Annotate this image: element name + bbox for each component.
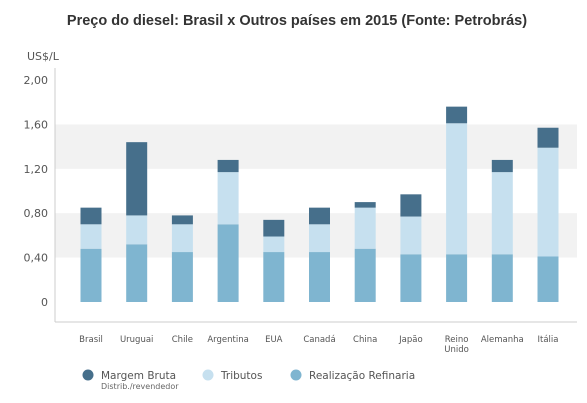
legend-swatch (202, 369, 214, 381)
bar-segment (446, 106, 468, 124)
y-tick-label: 1,60 (24, 118, 49, 131)
bar-segment (446, 254, 468, 302)
y-tick-label: 0,40 (24, 252, 49, 265)
bar-segment (400, 194, 422, 217)
bar-segment (171, 215, 193, 225)
x-axis-ticks: Brasil Uruguai Chile Argentina EUA Canadá Chin… (79, 335, 558, 355)
bar-segment (126, 215, 148, 245)
chart-title: Preço do diesel: Brasil x Outros países … (67, 13, 527, 29)
y-axis-ticks: 2,00 1,60 1,20 0,80 0,40 0 (24, 74, 49, 309)
x-tick-label: Brasil (79, 335, 103, 345)
bar-segment (354, 207, 376, 249)
bar-segment (263, 219, 285, 237)
bar-segment (354, 248, 376, 302)
y-tick-label: 2,00 (24, 74, 49, 87)
legend-label: Tributos (220, 370, 262, 382)
bar-segment (491, 159, 513, 173)
x-tick-label: Reino Unido (444, 335, 469, 355)
bar-segment (537, 256, 559, 302)
x-tick-label: Uruguai (120, 335, 153, 345)
bar-segment (309, 224, 330, 253)
y-tick-label: 0 (41, 296, 48, 309)
bar-segment (309, 207, 330, 225)
bar-segment (80, 248, 102, 302)
bar-segment (217, 224, 239, 302)
bar-segment (126, 142, 148, 216)
x-tick-label: Itália (538, 335, 559, 345)
x-tick-label: Japão (398, 335, 423, 345)
bar-segment (217, 159, 239, 173)
y-axis-unit-label: US$/L (27, 50, 60, 63)
legend-sublabel: Distrib./revendedor (101, 382, 179, 391)
x-tick-label: Argentina (207, 335, 248, 345)
bar-segment (491, 254, 513, 302)
x-tick-label: EUA (265, 335, 283, 345)
legend-label: Margem Bruta (101, 370, 176, 382)
bar-segment (400, 254, 422, 302)
x-tick-label: China (353, 335, 377, 345)
bar-segment (126, 244, 148, 302)
bar-segment (80, 207, 102, 225)
bar-segment (171, 224, 193, 253)
legend-label: Realização Refinaria (309, 370, 415, 382)
bar-segment (446, 123, 468, 255)
legend-swatch (290, 369, 302, 381)
bar-segment (400, 216, 422, 255)
y-tick-label: 1,20 (24, 163, 49, 176)
bar-groups (80, 106, 559, 302)
x-tick-label: Canadá (303, 335, 335, 345)
bar-segment (537, 127, 559, 148)
bar-segment (491, 172, 513, 255)
y-tick-label: 0,80 (24, 207, 49, 220)
bar-segment (80, 224, 102, 249)
bar-segment (309, 252, 330, 302)
x-tick-label: Alemanha (481, 335, 524, 345)
bar-segment (217, 172, 239, 225)
x-tick-label: Chile (172, 335, 193, 345)
bar-segment (171, 252, 193, 302)
bar-segment (263, 236, 285, 253)
legend-swatch (82, 369, 94, 381)
bar-segment (263, 252, 285, 302)
bar-segment (537, 147, 559, 257)
bar-segment (354, 202, 376, 208)
